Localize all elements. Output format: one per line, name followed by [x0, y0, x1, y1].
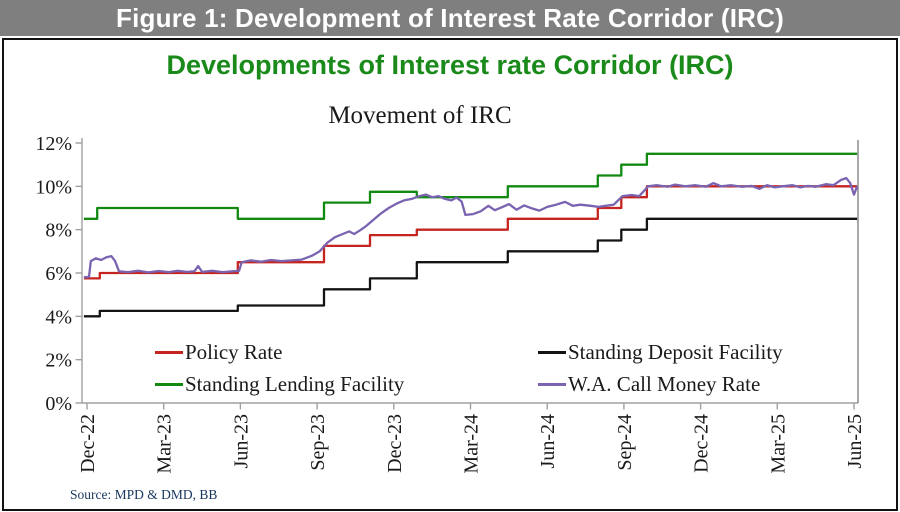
source-note: Source: MPD & DMD, BB	[70, 487, 218, 502]
legend-label-standing-lending-facility: Standing Lending Facility	[185, 371, 405, 396]
legend-item-standing-deposit-facility: Standing Deposit Facility	[538, 340, 783, 364]
chart-subtitle: Movement of IRC	[328, 102, 512, 129]
y-tick-label: 2%	[45, 350, 72, 372]
x-tick-label: Mar-25	[767, 414, 789, 474]
legend-item-wa-call-money-rate: W.A. Call Money Rate	[538, 372, 760, 396]
y-tick-label: 10%	[35, 176, 72, 198]
x-tick-label: Sep-24	[614, 414, 636, 471]
legend-swatch-policy-rate	[155, 350, 183, 354]
legend-swatch-wa-call-money-rate	[538, 382, 566, 386]
x-tick-label: Mar-24	[461, 414, 483, 474]
legend-item-policy-rate: Policy Rate	[155, 340, 282, 364]
legend-label-policy-rate: Policy Rate	[185, 339, 283, 364]
x-tick-label: Jun-24	[537, 414, 559, 468]
series-line-policy-rate	[83, 185, 858, 280]
y-tick-label: 12%	[35, 133, 72, 155]
x-tick-label: Jun-23	[230, 414, 252, 468]
legend-label-standing-deposit-facility: Standing Deposit Facility	[568, 339, 783, 364]
series-line-w-a-call-money-rate	[83, 176, 859, 279]
y-tick-label: 8%	[45, 220, 72, 242]
x-tick-label: Dec-24	[691, 414, 713, 473]
legend-item-standing-lending-facility: Standing Lending Facility	[155, 372, 404, 396]
series-line-standing-deposit-facility	[83, 217, 858, 318]
chart-main-title: Developments of Interest rate Corridor (…	[166, 50, 734, 80]
y-tick-label: 0%	[45, 393, 72, 415]
figure-caption: Figure 1: Development of Interest Rate C…	[116, 2, 784, 33]
x-tick-label: Mar-23	[154, 414, 176, 474]
figure-caption-bar: Figure 1: Development of Interest Rate C…	[0, 0, 900, 36]
legend-label-wa-call-money-rate: W.A. Call Money Rate	[568, 371, 761, 396]
series-line-standing-lending-facility	[83, 152, 858, 220]
y-tick-label: 6%	[45, 263, 72, 285]
x-tick-label: Jun-25	[844, 414, 866, 468]
legend-swatch-standing-lending-facility	[155, 382, 183, 386]
legend-swatch-standing-deposit-facility	[538, 350, 566, 354]
y-tick-label: 4%	[45, 306, 72, 328]
x-tick-label: Dec-22	[77, 414, 99, 473]
x-tick-label: Dec-23	[384, 414, 406, 473]
chart-panel	[2, 38, 898, 511]
x-tick-label: Sep-23	[307, 414, 329, 471]
